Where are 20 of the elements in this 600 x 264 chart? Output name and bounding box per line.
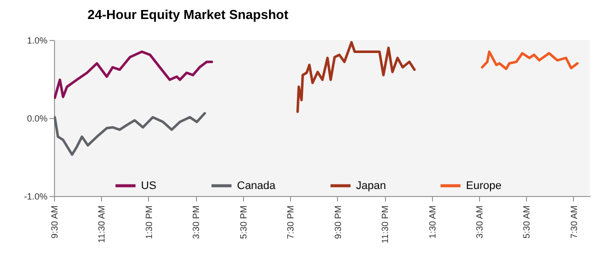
x-tick-label: 1:30 PM bbox=[144, 206, 154, 240]
x-tick-label: 9:30 PM bbox=[332, 206, 343, 240]
legend-label: US bbox=[141, 180, 156, 192]
x-tick-label: 7:30 AM bbox=[568, 206, 579, 239]
y-tick-label: -1.0% bbox=[24, 192, 48, 202]
x-tick-label: 9:30 AM bbox=[50, 206, 60, 239]
x-tick-label: 3:30 PM bbox=[191, 206, 202, 240]
y-tick-label: 0.0% bbox=[26, 114, 48, 124]
x-tick-label: 7:30 PM bbox=[286, 206, 296, 240]
legend-label: Canada bbox=[237, 180, 276, 192]
y-tick-label: 1.0% bbox=[26, 36, 48, 46]
x-tick-label: 5:30 AM bbox=[522, 206, 532, 239]
x-tick-label: 5:30 PM bbox=[238, 206, 248, 240]
x-tick-label: 3:30 AM bbox=[474, 206, 485, 239]
chart-title: 24-Hour Equity Market Snapshot bbox=[87, 7, 289, 22]
x-tick-label: 11:30 PM bbox=[380, 206, 390, 244]
x-tick-label: 1:30 AM bbox=[427, 206, 438, 239]
x-tick-label: 11:30 AM bbox=[96, 206, 107, 243]
legend-label: Japan bbox=[356, 180, 386, 192]
legend-label: Europe bbox=[466, 180, 502, 192]
